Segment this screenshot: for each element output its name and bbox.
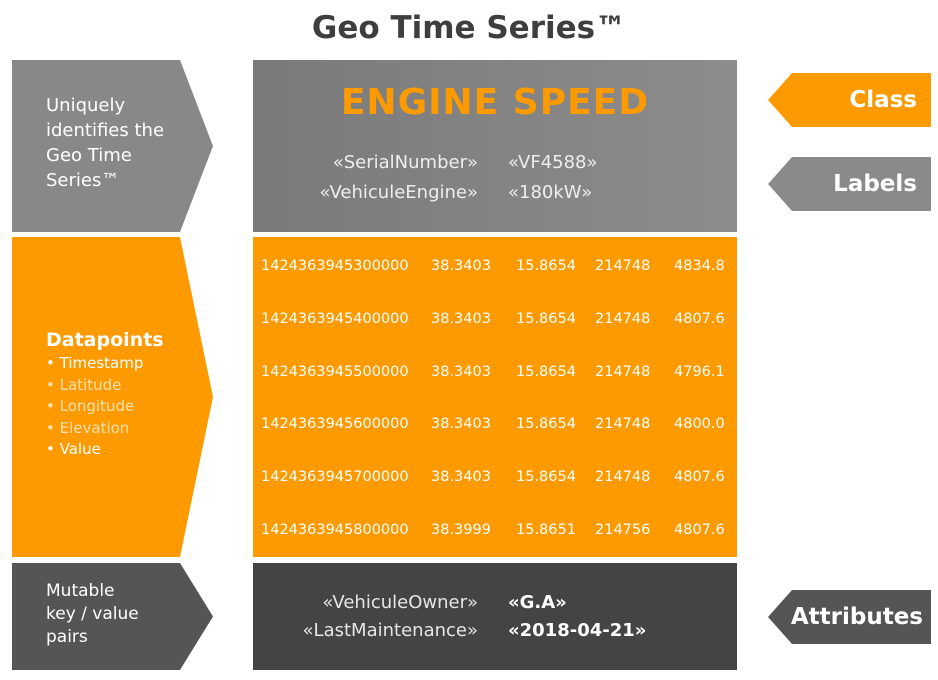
datapoint-cell: 38.3403: [431, 363, 491, 380]
class-box: ENGINE SPEED «SerialNumber» «VF4588» «Ve…: [253, 60, 737, 232]
datapoint-cell: 1424363945300000: [261, 258, 409, 274]
mutable-arrow-shape: [12, 563, 213, 670]
label-value: «VF4588»: [508, 152, 598, 173]
datapoints-list-item: • Value: [46, 440, 101, 458]
datapoint-cell: 214748: [595, 469, 651, 486]
attributes-tag: Attributes: [768, 590, 931, 644]
datapoints-list-item: • Elevation: [46, 418, 130, 437]
mutable-line: pairs: [46, 627, 88, 647]
datapoint-cell: 4807.6: [674, 310, 725, 327]
label-value: «180kW»: [508, 182, 593, 203]
datapoint-cell: 15.8651: [516, 522, 576, 538]
class-tag-label: Class: [849, 87, 917, 113]
datapoints-text: Datapoints • Timestamp • Latitude • Longit…: [46, 328, 164, 461]
attribute-value: «2018-04-21»: [508, 620, 647, 641]
attribute-key: «LastMaintenance»: [302, 620, 478, 641]
identifies-line: identifies the: [46, 120, 165, 141]
datapoint-cell: 214748: [595, 363, 651, 380]
datapoint-cell: 15.8654: [516, 363, 576, 380]
datapoint-cell: 38.3403: [431, 310, 491, 327]
labels-tag-shape: [768, 157, 931, 211]
mutable-line: Mutable: [46, 581, 115, 601]
mutable-arrow: Mutable key / value pairs: [12, 563, 213, 670]
datapoint-cell: 38.3403: [431, 469, 491, 486]
datapoints-arrow: Datapoints • Timestamp • Latitude • Longit…: [12, 237, 213, 557]
labels-tag: Labels: [768, 157, 931, 211]
datapoint-cell: 214748: [595, 310, 651, 327]
datapoint-cell: 1424363945500000: [261, 363, 409, 380]
datapoint-cell: 38.3403: [431, 416, 491, 433]
diagram-title: Geo Time Series™: [311, 10, 627, 46]
datapoint-cell: 1424363945400000: [261, 310, 409, 327]
labels-tag-label: Labels: [833, 171, 917, 197]
identifies-arrow-shape: [12, 60, 213, 232]
datapoints-box: 1424363945300000 38.3403 15.8654 214748 4834…: [253, 237, 737, 557]
identifies-arrow: Uniquely identifies the Geo Time Series™: [12, 60, 213, 232]
attribute-value: «G.A»: [508, 592, 567, 613]
identifies-text: Uniquely identifies the Geo Time Series™: [46, 93, 164, 193]
datapoint-cell: 4796.1: [674, 363, 725, 380]
datapoint-cell: 15.8654: [516, 469, 576, 486]
class-tag-shape: [768, 73, 931, 127]
identifies-line: Uniquely: [46, 95, 126, 116]
datapoint-cell: 4800.0: [674, 416, 725, 433]
datapoint-cell: 214748: [595, 416, 651, 433]
attributes-tag-label: Attributes: [790, 604, 923, 630]
datapoints-heading: Datapoints: [46, 329, 164, 351]
datapoint-cell: 15.8654: [516, 416, 576, 433]
mutable-text: Mutable key / value pairs: [46, 580, 139, 649]
mutable-line: key / value: [46, 604, 139, 624]
datapoint-cell: 15.8654: [516, 310, 576, 327]
class-name: ENGINE SPEED: [340, 82, 650, 123]
label-key: «VehiculeEngine»: [319, 182, 478, 203]
datapoint-cell: 38.3999: [431, 522, 491, 538]
datapoints-list: • Timestamp • Latitude • Longitude • Elevat…: [46, 353, 164, 461]
datapoint-cell: 1424363945800000: [261, 522, 409, 538]
class-tag: Class: [768, 73, 931, 127]
datapoint-cell: 4834.8: [674, 258, 725, 274]
datapoint-cell: 15.8654: [516, 258, 576, 274]
datapoint-cell: 1424363945600000: [261, 416, 409, 433]
datapoints-list-item: • Timestamp: [46, 354, 144, 372]
datapoints-list-item: • Longitude: [46, 397, 135, 415]
label-key: «SerialNumber»: [332, 152, 478, 173]
datapoint-cell: 4807.6: [674, 469, 725, 486]
identifies-line: Geo Time: [46, 145, 132, 166]
datapoint-cell: 214756: [595, 522, 651, 538]
datapoint-cell: 214748: [595, 258, 651, 274]
datapoints-list-item: • Latitude: [46, 375, 122, 394]
datapoint-cell: 4807.6: [674, 522, 725, 538]
attribute-key: «VehiculeOwner»: [322, 592, 478, 613]
datapoint-cell: 38.3403: [431, 258, 491, 274]
identifies-line: Series™: [46, 170, 120, 191]
datapoint-cell: 1424363945700000: [261, 469, 409, 486]
datapoints-arrow-shape: [12, 237, 213, 557]
attributes-box: «VehiculeOwner» «G.A» «LastMaintenance» …: [253, 563, 737, 670]
attributes-tag-shape: [768, 590, 931, 644]
